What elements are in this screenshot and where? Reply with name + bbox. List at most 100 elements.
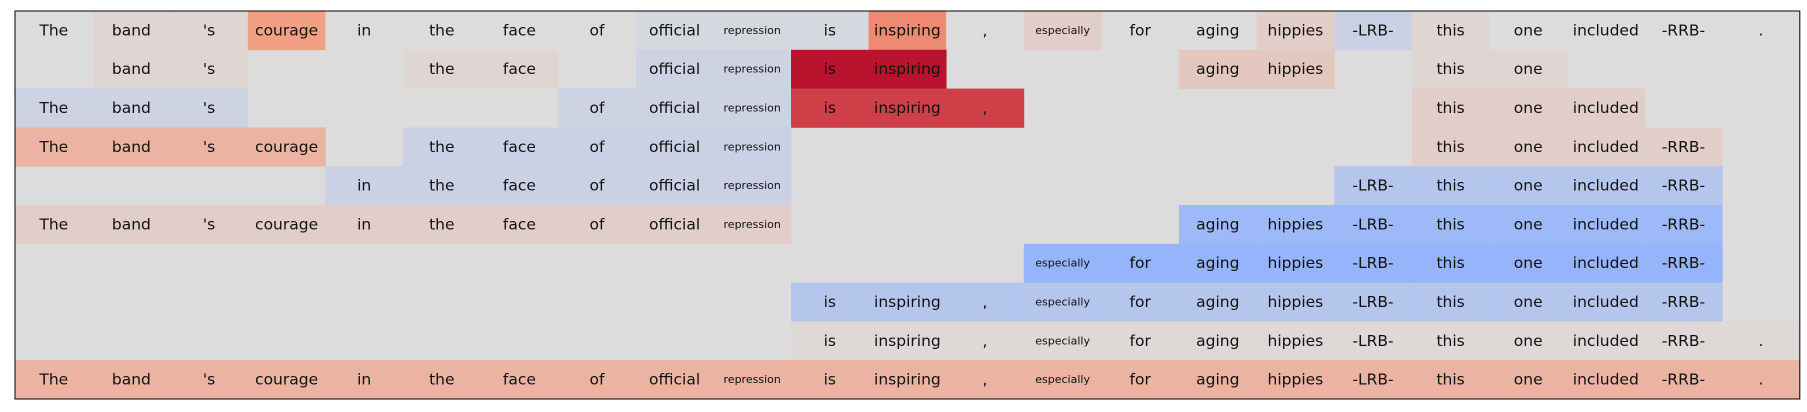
heatmap-cell xyxy=(1411,321,1490,361)
heatmap-cell xyxy=(170,205,249,245)
token-label: official xyxy=(649,60,700,78)
heatmap-cell xyxy=(1567,205,1645,245)
token-label: one xyxy=(1514,21,1543,39)
heatmap-cell xyxy=(170,49,249,89)
heatmap-cell xyxy=(325,205,404,245)
token-label: especially xyxy=(1035,257,1090,270)
token-label: inspiring xyxy=(874,293,941,311)
token-label: courage xyxy=(255,371,318,389)
heatmap-cell xyxy=(1334,243,1413,283)
token-label: the xyxy=(429,177,454,195)
heatmap-cell xyxy=(1489,360,1568,400)
token-label: for xyxy=(1130,332,1152,350)
token-label: aging xyxy=(1196,60,1239,78)
heatmap-cell xyxy=(1644,282,1723,322)
token-label: this xyxy=(1436,99,1464,117)
token-label: , xyxy=(983,99,988,117)
heatmap-cell xyxy=(1023,243,1102,283)
token-label: included xyxy=(1573,21,1639,39)
token-label: , xyxy=(983,293,988,311)
heatmap-cell xyxy=(480,205,559,245)
token-label: the xyxy=(429,60,454,78)
token-label: -RRB- xyxy=(1662,254,1705,272)
token-label: one xyxy=(1514,371,1543,389)
token-label: 's xyxy=(203,138,215,156)
heatmap-cell xyxy=(868,49,947,89)
heatmap-cell xyxy=(1489,127,1568,167)
heatmap-cell xyxy=(325,11,404,51)
token-label: aging xyxy=(1196,371,1239,389)
token-label: this xyxy=(1436,138,1464,156)
heatmap-cell xyxy=(1256,282,1335,322)
token-label: hippies xyxy=(1268,332,1324,350)
heatmap-cell xyxy=(635,49,714,89)
token-label: one xyxy=(1514,99,1543,117)
token-label: especially xyxy=(1035,373,1090,386)
heatmap-cell xyxy=(1023,321,1102,361)
token-label: especially xyxy=(1035,334,1090,347)
heatmap-cell xyxy=(1179,282,1257,322)
heatmap-cell xyxy=(170,360,249,400)
token-label: the xyxy=(429,138,454,156)
token-label: repression xyxy=(724,63,781,76)
token-label: face xyxy=(503,138,536,156)
heatmap-cell xyxy=(247,127,326,167)
token-label: inspiring xyxy=(874,60,941,78)
token-label: face xyxy=(503,177,536,195)
token-label: face xyxy=(503,60,536,78)
heatmap-cell xyxy=(92,49,171,89)
token-label: this xyxy=(1436,254,1464,272)
token-label: hippies xyxy=(1268,371,1324,389)
heatmap-cells xyxy=(15,11,1801,400)
token-label: for xyxy=(1130,254,1152,272)
heatmap-cell xyxy=(868,88,947,128)
token-label: aging xyxy=(1196,215,1239,233)
token-label: inspiring xyxy=(874,99,941,117)
heatmap-cell xyxy=(15,11,93,51)
heatmap-cell xyxy=(1722,11,1801,51)
heatmap-cell xyxy=(1411,11,1490,51)
heatmap-cell xyxy=(92,127,171,167)
heatmap-cell xyxy=(1489,49,1568,89)
token-label: this xyxy=(1436,215,1464,233)
token-label: the xyxy=(429,371,454,389)
token-label: The xyxy=(38,215,68,233)
heatmap-cell xyxy=(1256,243,1335,283)
heatmap-cell xyxy=(15,88,93,128)
token-label: repression xyxy=(724,140,781,153)
heatmap-cell xyxy=(558,127,637,167)
token-label: the xyxy=(429,215,454,233)
heatmap-cell xyxy=(1567,166,1645,206)
token-label: -RRB- xyxy=(1662,177,1705,195)
heatmap-cell xyxy=(480,11,559,51)
token-label: band xyxy=(112,138,151,156)
token-label: aging xyxy=(1196,21,1239,39)
token-label: one xyxy=(1514,138,1543,156)
token-label: included xyxy=(1573,332,1639,350)
heatmap-cell xyxy=(92,205,171,245)
heatmap-cell xyxy=(1334,205,1413,245)
token-label: especially xyxy=(1035,296,1090,309)
token-label: face xyxy=(503,215,536,233)
token-label: -LRB- xyxy=(1352,254,1393,272)
heatmap-cell xyxy=(1256,49,1335,89)
token-label: 's xyxy=(203,371,215,389)
heatmap-cell xyxy=(1334,282,1413,322)
token-label: is xyxy=(824,99,836,117)
heatmap-cell xyxy=(1411,282,1490,322)
token-label: hippies xyxy=(1268,293,1324,311)
heatmap-cell xyxy=(403,205,481,245)
heatmap-cell xyxy=(635,127,714,167)
heatmap-cell xyxy=(1644,360,1723,400)
heatmap-cell xyxy=(15,360,93,400)
heatmap-cell xyxy=(791,282,869,322)
heatmap-cell xyxy=(791,49,869,89)
token-label: face xyxy=(503,371,536,389)
token-label: of xyxy=(590,99,605,117)
token-label: of xyxy=(590,371,605,389)
heatmap-cell xyxy=(558,166,637,206)
heatmap-cell xyxy=(92,88,171,128)
heatmap-cell xyxy=(946,11,1025,51)
heatmap-cell xyxy=(1101,282,1180,322)
token-label: band xyxy=(112,60,151,78)
